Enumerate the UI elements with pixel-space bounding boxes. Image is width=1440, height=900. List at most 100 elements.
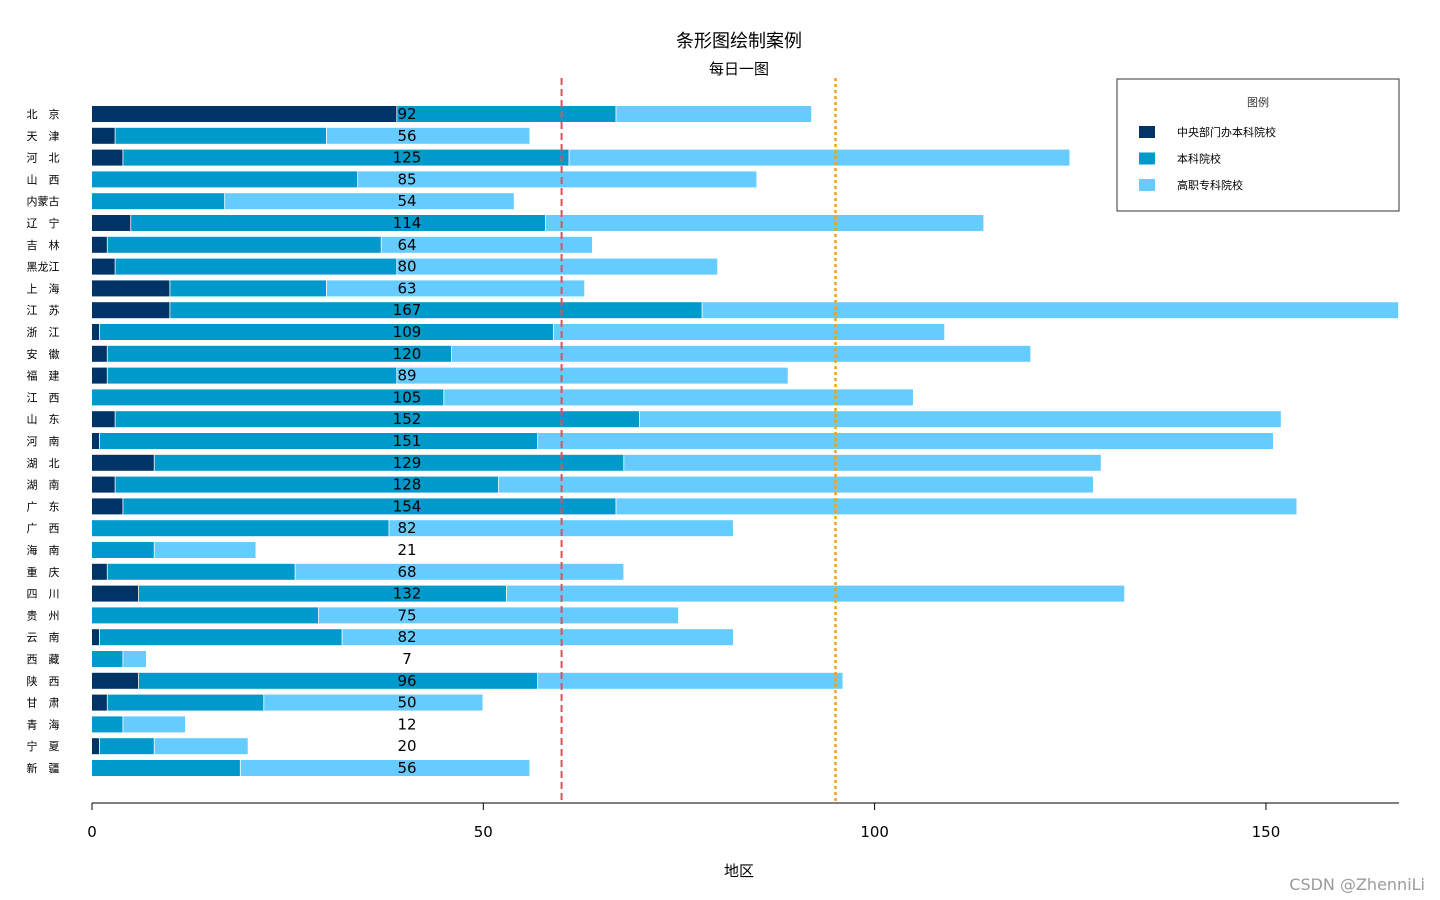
bar-segment-s2-8 — [326, 280, 585, 297]
x-tick-label-1: 50 — [474, 823, 493, 841]
bar-segment-s1-5 — [131, 215, 546, 231]
bar-segment-s1-10 — [99, 324, 553, 340]
bar-segment-s0-27 — [92, 694, 107, 711]
total-label-5: 114 — [393, 214, 422, 232]
legend-swatch-2 — [1139, 179, 1155, 191]
total-label-9: 167 — [393, 301, 422, 319]
bars-group — [92, 106, 1399, 776]
category-label-22: 四 川 — [27, 588, 60, 601]
bar-segment-s2-20 — [154, 542, 256, 558]
category-label-7: 黑龙江 — [27, 261, 60, 274]
legend-swatch-0 — [1139, 126, 1155, 138]
bar-segment-s1-20 — [92, 542, 154, 558]
total-label-28: 12 — [397, 715, 416, 733]
total-label-17: 128 — [393, 476, 422, 494]
category-label-16: 湖 北 — [27, 457, 60, 470]
bar-segment-s1-16 — [154, 454, 624, 471]
bar-segment-s0-21 — [92, 563, 107, 580]
total-label-25: 7 — [402, 650, 412, 668]
bar-segment-s1-22 — [138, 585, 506, 602]
bar-segment-s2-5 — [545, 215, 984, 231]
reference-lines — [560, 78, 837, 803]
bar-segment-s0-15 — [92, 433, 100, 449]
category-label-6: 吉 林 — [27, 238, 60, 252]
bar-segment-s2-28 — [123, 716, 186, 733]
bar-segment-s1-25 — [92, 651, 123, 667]
bar-segment-s1-9 — [170, 302, 702, 319]
bar-segment-s2-26 — [538, 672, 843, 689]
bar-segment-s2-13 — [444, 389, 913, 406]
bar-segment-s2-1 — [326, 127, 530, 144]
bar-segment-s0-8 — [92, 280, 170, 297]
total-label-10: 109 — [393, 323, 422, 341]
legend-title: 图例 — [1247, 95, 1269, 109]
bar-segment-s1-6 — [107, 236, 381, 253]
bar-segment-s1-0 — [397, 106, 616, 122]
bar-segment-s0-24 — [92, 629, 100, 646]
total-label-2: 125 — [393, 149, 422, 167]
bar-segment-s0-9 — [92, 302, 170, 319]
legend-label-2: 高职专科院校 — [1177, 178, 1243, 192]
legend-label-1: 本科院校 — [1177, 152, 1221, 166]
category-label-21: 重 庆 — [27, 565, 60, 579]
total-label-11: 120 — [393, 345, 422, 363]
legend-label-0: 中央部门办本科院校 — [1177, 125, 1276, 139]
bar-segment-s1-12 — [107, 367, 397, 384]
x-axis: 0 50 100 150 — [87, 802, 1399, 841]
bar-segment-s0-10 — [92, 324, 100, 340]
bar-segment-s1-26 — [138, 672, 538, 689]
total-label-23: 75 — [397, 606, 416, 624]
category-label-28: 青 海 — [27, 717, 60, 731]
category-label-20: 海 南 — [27, 543, 60, 557]
total-label-20: 21 — [397, 541, 416, 559]
x-axis-label: 地区 — [724, 862, 754, 880]
bar-segment-s1-3 — [92, 171, 358, 188]
total-label-15: 151 — [393, 432, 422, 450]
total-label-12: 89 — [397, 367, 416, 385]
bar-segment-s0-0 — [92, 106, 397, 122]
category-label-10: 浙 江 — [27, 326, 60, 339]
category-label-12: 福 建 — [27, 369, 60, 383]
bar-segment-s2-27 — [264, 694, 483, 711]
bar-segment-s2-15 — [538, 433, 1273, 449]
bar-segment-s2-4 — [225, 193, 514, 210]
category-label-2: 河 北 — [27, 152, 60, 165]
bar-segment-s2-9 — [702, 302, 1399, 319]
bar-segment-s2-3 — [358, 171, 757, 188]
category-label-9: 江 苏 — [27, 304, 60, 317]
total-label-26: 96 — [397, 672, 416, 690]
category-label-5: 辽 宁 — [27, 216, 60, 230]
bar-segment-s1-24 — [99, 629, 342, 646]
bar-segment-s2-14 — [639, 411, 1281, 428]
total-label-19: 82 — [397, 519, 416, 537]
bar-segment-s0-17 — [92, 476, 115, 493]
category-label-1: 天 津 — [27, 130, 60, 143]
bar-segment-s0-7 — [92, 258, 115, 275]
bar-segment-s2-23 — [318, 607, 679, 624]
bar-segment-s1-15 — [99, 433, 538, 449]
bar-segment-s1-19 — [92, 520, 389, 537]
bar-segment-s2-2 — [569, 149, 1070, 166]
bar-segment-s2-24 — [342, 629, 733, 646]
category-label-27: 甘 肃 — [27, 697, 60, 710]
category-label-19: 广 西 — [27, 522, 60, 535]
bar-segment-s0-26 — [92, 672, 139, 689]
bar-segment-s2-29 — [154, 738, 248, 755]
legend-frame — [1116, 78, 1400, 212]
bar-segment-s2-7 — [397, 258, 718, 275]
total-label-7: 80 — [397, 258, 416, 276]
total-label-29: 20 — [397, 737, 416, 755]
bar-segment-s1-29 — [99, 738, 154, 755]
total-label-0: 92 — [397, 105, 416, 123]
total-label-6: 64 — [397, 236, 416, 254]
bar-segment-s0-11 — [92, 345, 107, 362]
category-label-26: 陕 西 — [27, 674, 60, 688]
bar-segment-s0-22 — [92, 585, 139, 602]
total-label-24: 82 — [397, 628, 416, 646]
bar-segment-s2-19 — [389, 520, 733, 537]
bar-segment-s1-7 — [115, 258, 397, 275]
bar-segment-s1-21 — [107, 563, 295, 580]
